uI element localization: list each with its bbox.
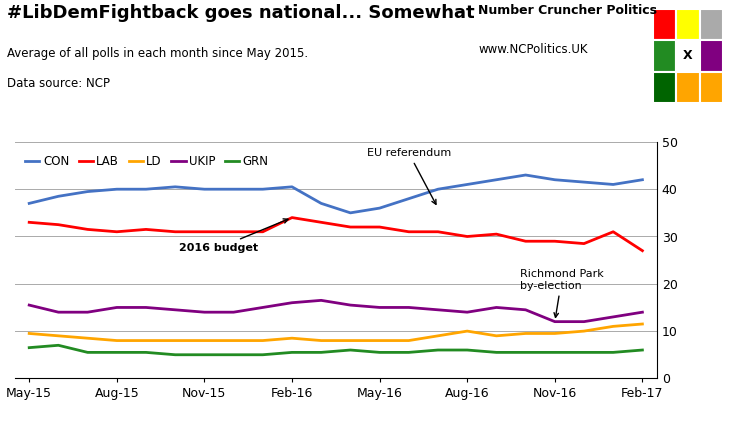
FancyBboxPatch shape: [653, 72, 677, 103]
FancyBboxPatch shape: [699, 9, 723, 40]
Text: EU referendum: EU referendum: [366, 148, 451, 204]
Text: Data source: NCP: Data source: NCP: [7, 77, 110, 90]
Text: Richmond Park
by-election: Richmond Park by-election: [520, 269, 604, 317]
FancyBboxPatch shape: [677, 72, 699, 103]
FancyBboxPatch shape: [677, 40, 699, 72]
FancyBboxPatch shape: [699, 40, 723, 72]
Text: Average of all polls in each month since May 2015.: Average of all polls in each month since…: [7, 47, 309, 60]
Legend: CON, LAB, LD, UKIP, GRN: CON, LAB, LD, UKIP, GRN: [20, 150, 274, 172]
FancyBboxPatch shape: [653, 9, 677, 40]
Text: www.NCPolitics.UK: www.NCPolitics.UK: [478, 43, 588, 56]
Text: 2016 budget: 2016 budget: [180, 219, 288, 253]
Text: Number Cruncher Politics: Number Cruncher Politics: [478, 4, 657, 17]
Text: #LibDemFightback goes national... Somewhat: #LibDemFightback goes national... Somewh…: [7, 4, 475, 22]
FancyBboxPatch shape: [653, 40, 677, 72]
Text: X: X: [683, 49, 693, 62]
FancyBboxPatch shape: [699, 72, 723, 103]
FancyBboxPatch shape: [677, 9, 699, 40]
